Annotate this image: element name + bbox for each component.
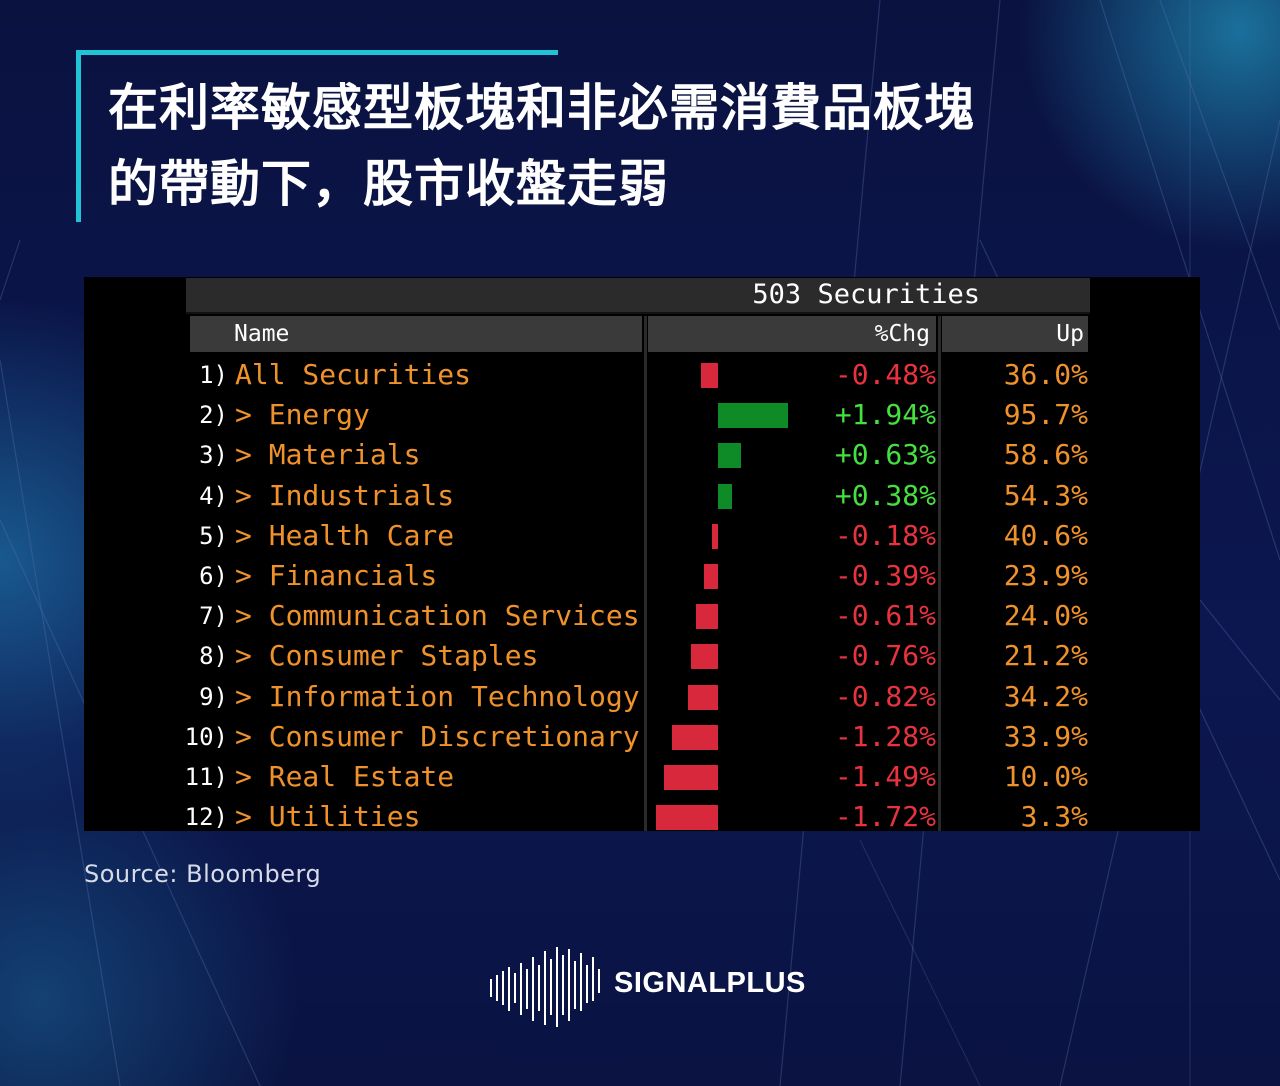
sector-name[interactable]: > Health Care xyxy=(235,518,455,552)
row-index: 1) xyxy=(199,361,228,389)
pct-change: +0.63% xyxy=(834,438,936,472)
sector-name[interactable]: All Securities xyxy=(235,358,472,391)
pct-up: 24.0% xyxy=(1003,599,1088,633)
pct-change: +1.94% xyxy=(834,398,936,432)
pct-up: 33.9% xyxy=(1003,719,1088,753)
column-header-up[interactable]: Up xyxy=(942,316,1088,352)
pct-up: 40.6% xyxy=(1003,518,1088,552)
source-note: Source: Bloomberg xyxy=(84,860,322,888)
change-bar xyxy=(664,765,718,790)
pct-up: 3.3% xyxy=(1020,800,1088,831)
pct-change: -0.61% xyxy=(834,599,936,633)
pct-change: -1.49% xyxy=(834,760,936,793)
table-row[interactable]: 9) > Information Technology -0.82% 34.2% xyxy=(84,677,1200,717)
title-accent-left xyxy=(76,50,81,222)
row-index: 5) xyxy=(199,521,228,550)
change-bar xyxy=(671,724,718,750)
table-row[interactable]: 3) > Materials +0.63% 58.6% xyxy=(84,435,1200,475)
pct-change: -1.28% xyxy=(834,719,936,753)
row-index: 6) xyxy=(199,562,228,590)
row-index: 9) xyxy=(199,682,228,711)
table-row[interactable]: 8) > Consumer Staples -0.76% 21.2% xyxy=(84,636,1200,676)
column-divider xyxy=(644,316,647,831)
title-line-2: 的帶動下，股市收盤走弱 xyxy=(108,155,669,213)
securities-count: 503 Securities xyxy=(752,279,980,310)
row-index: 10) xyxy=(184,722,228,751)
row-index: 8) xyxy=(199,642,228,671)
column-divider xyxy=(938,316,941,831)
pct-up: 95.7% xyxy=(1003,398,1088,432)
table-row[interactable]: 7) > Communication Services -0.61% 24.0% xyxy=(84,596,1200,636)
change-bar xyxy=(696,604,718,630)
change-bar xyxy=(718,443,741,469)
sector-name[interactable]: > Industrials xyxy=(235,478,455,512)
title-accent-top xyxy=(76,50,558,55)
page-title: 在利率敏感型板塊和非必需消費品板塊 的帶動下，股市收盤走弱 xyxy=(108,70,1208,222)
change-bar xyxy=(711,523,718,549)
row-index: 2) xyxy=(199,401,228,430)
pct-change: -0.48% xyxy=(834,358,936,391)
sector-name[interactable]: > Energy xyxy=(235,398,370,432)
row-index: 3) xyxy=(199,441,228,470)
row-index: 11) xyxy=(184,763,228,791)
sector-name[interactable]: > Communication Services xyxy=(235,599,640,633)
sector-name[interactable]: > Consumer Staples xyxy=(235,639,539,673)
change-bar xyxy=(718,403,788,429)
change-bar xyxy=(656,805,718,831)
pct-change: -1.72% xyxy=(834,800,936,831)
row-index: 12) xyxy=(184,803,228,831)
column-header-name[interactable]: Name xyxy=(190,316,642,352)
brand-name: SIGNALPLUS xyxy=(614,967,806,999)
table-row[interactable]: 6) > Financials -0.39% 23.9% xyxy=(84,556,1200,596)
pct-change: -0.39% xyxy=(834,559,936,592)
table-row[interactable]: 11) > Real Estate -1.49% 10.0% xyxy=(84,757,1200,797)
table-row[interactable]: 2) > Energy +1.94% 95.7% xyxy=(84,395,1200,435)
pct-change: -0.18% xyxy=(834,518,936,552)
pct-up: 54.3% xyxy=(1003,478,1088,512)
pct-up: 21.2% xyxy=(1003,639,1088,673)
pct-change: -0.76% xyxy=(834,639,936,673)
pct-up: 34.2% xyxy=(1003,679,1088,713)
table-row[interactable]: 10) > Consumer Discretionary -1.28% 33.9% xyxy=(84,717,1200,757)
change-bar xyxy=(690,644,718,670)
sector-name[interactable]: > Financials xyxy=(235,559,438,592)
pct-up: 58.6% xyxy=(1003,438,1088,472)
sector-name[interactable]: > Information Technology xyxy=(235,679,640,713)
table-row[interactable]: 4) > Industrials +0.38% 54.3% xyxy=(84,476,1200,516)
title-line-1: 在利率敏感型板塊和非必需消費品板塊 xyxy=(108,79,975,137)
sector-name[interactable]: > Real Estate xyxy=(235,760,455,793)
change-bar xyxy=(718,483,732,509)
table-row[interactable]: 1) All Securities -0.48% 36.0% xyxy=(84,355,1200,395)
column-header-chg[interactable]: %Chg xyxy=(648,316,936,352)
change-bar xyxy=(688,684,718,710)
pct-up: 36.0% xyxy=(1003,358,1088,391)
row-index: 4) xyxy=(199,481,228,510)
pct-change: -0.82% xyxy=(834,679,936,713)
table-row[interactable]: 5) > Health Care -0.18% 40.6% xyxy=(84,516,1200,556)
change-bar xyxy=(703,564,718,589)
table-row[interactable]: 12) > Utilities -1.72% 3.3% xyxy=(84,797,1200,831)
pct-up: 23.9% xyxy=(1003,559,1088,592)
row-index: 7) xyxy=(199,602,228,631)
bloomberg-sector-table: 503 Securities Name %Chg Up 1) All Securi… xyxy=(84,277,1200,831)
securities-header-bar: 503 Securities xyxy=(186,278,1090,314)
sector-name[interactable]: > Consumer Discretionary xyxy=(235,719,640,753)
change-bar xyxy=(700,363,718,388)
sector-name[interactable]: > Materials xyxy=(235,438,421,472)
pct-change: +0.38% xyxy=(834,478,936,512)
sector-name[interactable]: > Utilities xyxy=(235,800,421,831)
waveform-logo-icon xyxy=(490,947,600,1027)
pct-up: 10.0% xyxy=(1003,760,1088,793)
